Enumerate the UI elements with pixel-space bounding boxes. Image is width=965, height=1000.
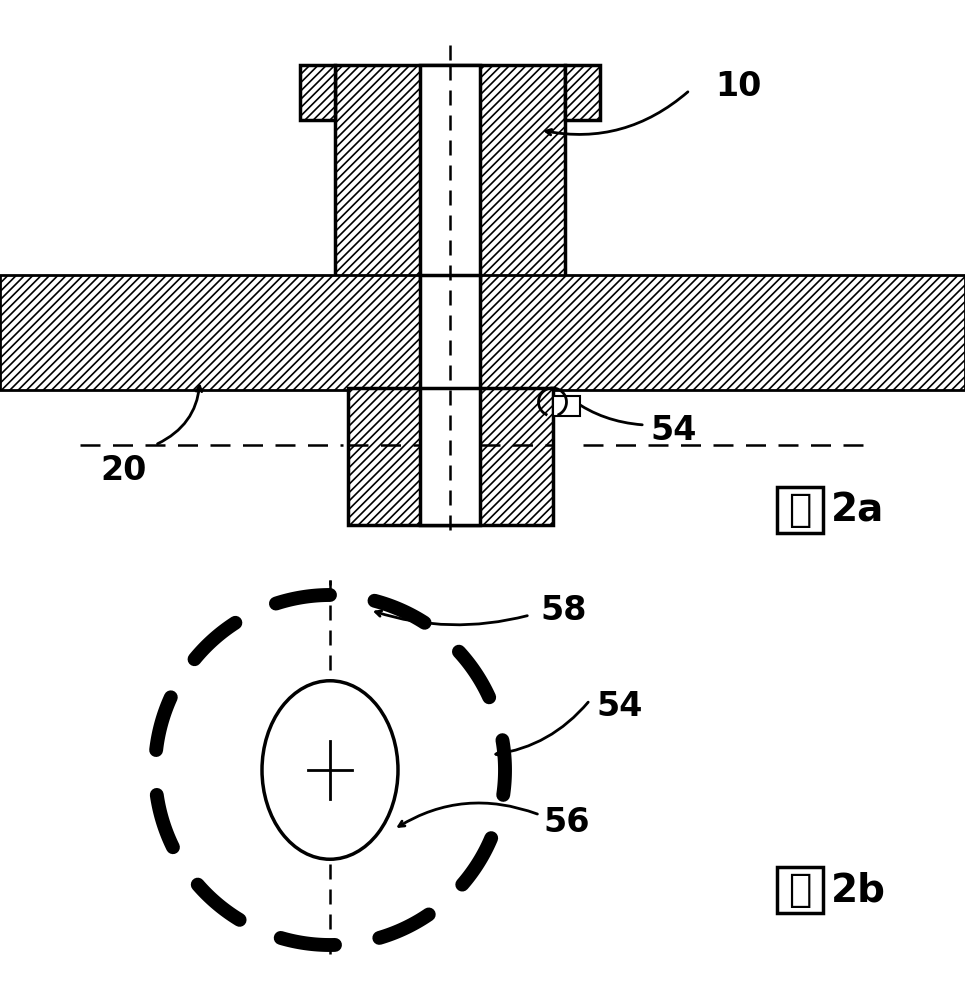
Text: 58: 58 (540, 593, 587, 626)
Text: 56: 56 (543, 806, 590, 838)
Text: 图: 图 (788, 871, 812, 909)
Text: 图: 图 (788, 491, 812, 529)
Bar (777, 487, 823, 533)
Bar (553, 396, 580, 416)
Bar (565, 65, 600, 120)
Bar (420, 65, 480, 280)
Bar (347, 388, 553, 525)
Text: 20: 20 (100, 454, 147, 487)
Text: 2b: 2b (831, 871, 886, 909)
Text: 10: 10 (715, 70, 761, 104)
Text: 54: 54 (596, 690, 643, 724)
Bar (420, 275, 480, 390)
Bar (777, 867, 823, 913)
Text: 54: 54 (650, 414, 697, 446)
Bar (0, 275, 965, 390)
Ellipse shape (262, 681, 398, 859)
Bar (300, 65, 335, 120)
Bar (420, 388, 480, 525)
Bar (335, 65, 565, 280)
Text: 2a: 2a (832, 491, 885, 529)
